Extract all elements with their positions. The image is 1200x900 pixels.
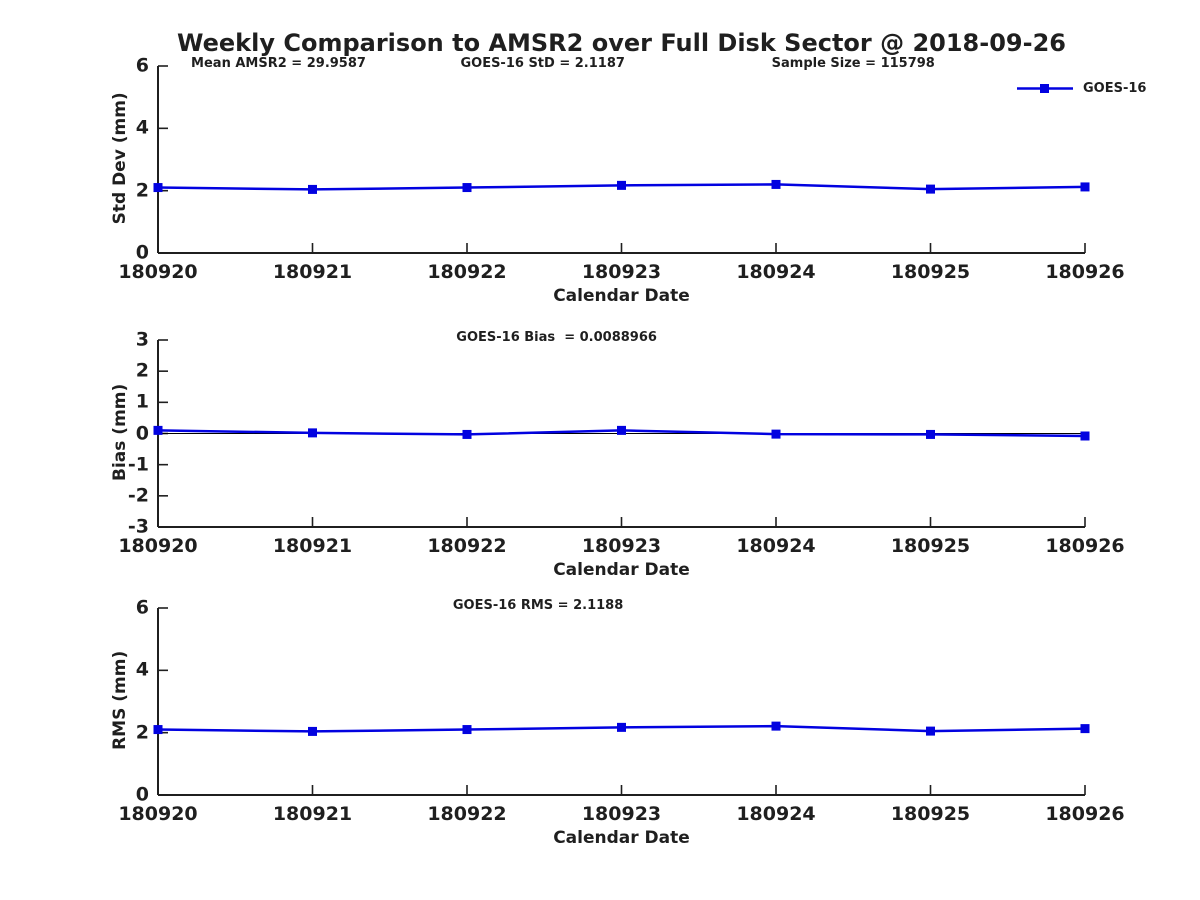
std-dev-x-tick-label: 180924 bbox=[736, 261, 816, 283]
std-dev-x-axis-label: Calendar Date bbox=[553, 286, 690, 306]
bias-y-tick-label: -1 bbox=[127, 453, 149, 476]
std-dev-x-tick-label: 180926 bbox=[1045, 261, 1125, 283]
rms-x-axis-label: Calendar Date bbox=[553, 828, 690, 848]
bias-y-tick-label: 1 bbox=[135, 390, 149, 413]
bias-x-tick-label: 180924 bbox=[736, 535, 816, 557]
legend-line-icon bbox=[1017, 84, 1073, 93]
rms-x-tick-label: 180923 bbox=[581, 803, 662, 825]
std-dev-x-tick-label: 180923 bbox=[581, 261, 662, 283]
std-dev-annotation: GOES-16 StD = 2.1187 bbox=[460, 56, 625, 71]
bias-x-tick-label: 180926 bbox=[1045, 535, 1125, 557]
std-dev-y-axis-label: Std Dev (mm) bbox=[109, 91, 130, 224]
bias-y-axis-label: Bias (mm) bbox=[109, 383, 130, 481]
std-dev-annotation: Sample Size = 115798 bbox=[771, 56, 935, 71]
legend: GOES-16 bbox=[1016, 81, 1146, 96]
rms-x-tick-label: 180926 bbox=[1045, 803, 1125, 825]
rms-x-tick-label: 180925 bbox=[890, 803, 971, 825]
std-dev-y-tick-label: 0 bbox=[135, 241, 149, 264]
std-dev-y-tick-label: 6 bbox=[135, 54, 149, 77]
rms-y-axis-label: RMS (mm) bbox=[109, 650, 130, 750]
bias-x-tick-label: 180922 bbox=[427, 535, 507, 557]
bias-y-tick-label: 2 bbox=[135, 359, 149, 382]
bias-y-tick-label: -3 bbox=[127, 515, 149, 538]
std-dev-x-tick-label: 180925 bbox=[890, 261, 971, 283]
rms-x-tick-label: 180922 bbox=[427, 803, 507, 825]
std-dev-x-tick-label: 180921 bbox=[272, 261, 353, 283]
figure-title: Weekly Comparison to AMSR2 over Full Dis… bbox=[177, 29, 1066, 57]
std-dev-annotation: Mean AMSR2 = 29.9587 bbox=[191, 56, 366, 71]
rms-y-tick-label: 2 bbox=[135, 721, 149, 744]
bias-y-tick-label: 3 bbox=[135, 328, 149, 351]
bias-x-tick-label: 180921 bbox=[272, 535, 353, 557]
bias-y-tick-label: -2 bbox=[127, 484, 149, 507]
rms-x-tick-label: 180921 bbox=[272, 803, 353, 825]
legend-label: GOES-16 bbox=[1083, 81, 1147, 96]
std-dev-y-tick-label: 2 bbox=[135, 179, 149, 202]
bias-x-tick-label: 180923 bbox=[581, 535, 662, 557]
bias-x-tick-label: 180920 bbox=[118, 535, 198, 557]
rms-x-tick-label: 180920 bbox=[118, 803, 198, 825]
rms-y-tick-label: 4 bbox=[135, 658, 149, 681]
std-dev-x-tick-label: 180920 bbox=[118, 261, 198, 283]
rms-y-tick-label: 6 bbox=[135, 596, 149, 619]
rms-x-tick-label: 180924 bbox=[736, 803, 816, 825]
bias-x-axis-label: Calendar Date bbox=[553, 560, 690, 580]
bias-y-tick-label: 0 bbox=[135, 422, 149, 445]
rms-y-tick-label: 0 bbox=[135, 783, 149, 806]
rms-annotation: GOES-16 RMS = 2.1188 bbox=[452, 598, 624, 613]
bias-annotation: GOES-16 Bias = 0.0088966 bbox=[456, 330, 657, 345]
bias-x-tick-label: 180925 bbox=[890, 535, 971, 557]
std-dev-x-tick-label: 180922 bbox=[427, 261, 507, 283]
std-dev-y-tick-label: 4 bbox=[135, 116, 149, 139]
